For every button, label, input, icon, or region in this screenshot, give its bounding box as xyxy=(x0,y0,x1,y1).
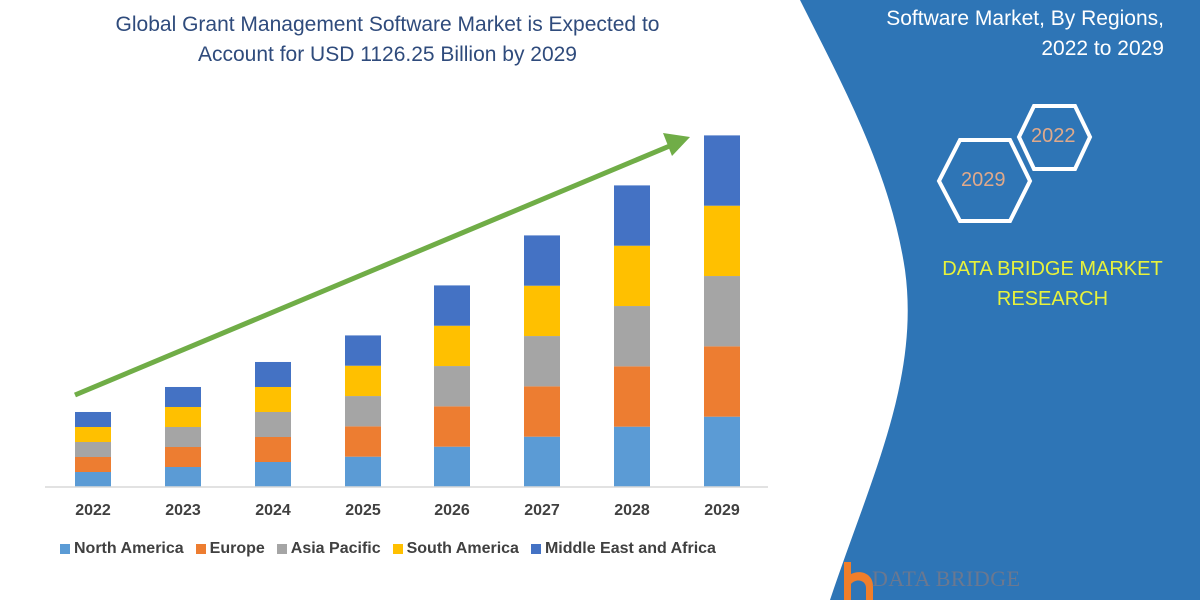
bar-segment-2029-south-america xyxy=(704,205,740,277)
bar-segment-2029-europe xyxy=(704,346,740,417)
logo-text: DATA BRIDGE xyxy=(872,566,1021,591)
legend-label: Middle East and Africa xyxy=(544,540,716,557)
brand-line-1: DATA BRIDGE MARKET xyxy=(942,258,1163,280)
x-tick-label: 2026 xyxy=(434,502,470,519)
x-tick-label: 2022 xyxy=(75,502,111,519)
bar-segment-2027-north-america xyxy=(524,436,560,487)
bar-segment-2025-south-america xyxy=(345,365,381,397)
hexagon-2029 xyxy=(936,138,1033,223)
bar-segment-2026-north-america xyxy=(434,446,470,487)
legend-item: Middle East and Africa xyxy=(530,540,716,558)
bar-segment-2028-south-america xyxy=(614,245,650,307)
bar-segment-2022-europe xyxy=(75,456,111,472)
chart-title: Global Grant Management Software Market … xyxy=(40,10,735,70)
bar-segment-2027-middle-east-and-africa xyxy=(524,235,560,286)
legend-swatch xyxy=(392,544,403,554)
bar-segment-2029-asia-pacific xyxy=(704,276,740,347)
x-tick-label: 2024 xyxy=(255,502,291,519)
bar-segment-2024-south-america xyxy=(255,386,291,412)
bar-segment-2026-asia-pacific xyxy=(434,366,470,407)
bar-segment-2028-middle-east-and-africa xyxy=(614,185,650,246)
bar-segment-2025-asia-pacific xyxy=(345,396,381,427)
logo-b-icon xyxy=(844,562,873,600)
bar-segment-2024-europe xyxy=(255,436,291,462)
legend-item: North America xyxy=(60,540,184,558)
x-tick-label: 2025 xyxy=(345,502,381,519)
trend-arrow-head xyxy=(663,133,690,156)
bar-segment-2027-asia-pacific xyxy=(524,336,560,387)
bar-segment-2022-middle-east-and-africa xyxy=(75,411,111,427)
legend-item: South America xyxy=(392,540,519,558)
stacked-bar-chart xyxy=(75,135,740,487)
bar-segment-2028-europe xyxy=(614,366,650,427)
bar-segment-2023-middle-east-and-africa xyxy=(165,386,201,407)
hexagon-label-2022: 2022 xyxy=(1031,125,1076,147)
legend-item: Asia Pacific xyxy=(276,540,381,558)
legend-swatch xyxy=(276,544,287,554)
legend-swatch xyxy=(60,544,70,554)
trend-arrow xyxy=(74,142,673,398)
bar-segment-2027-europe xyxy=(524,386,560,437)
bar-segment-2024-asia-pacific xyxy=(255,411,291,437)
bar-segment-2026-middle-east-and-africa xyxy=(434,285,470,326)
bar-segment-2023-south-america xyxy=(165,406,201,427)
bar-segment-2026-south-america xyxy=(434,325,470,367)
bar-segment-2029-middle-east-and-africa xyxy=(704,135,740,206)
bar-segment-2028-asia-pacific xyxy=(614,306,650,367)
legend-item: Europe xyxy=(195,540,265,558)
brand-line-2: RESEARCH xyxy=(996,288,1109,310)
x-tick-label: 2028 xyxy=(614,502,650,519)
bar-segment-2029-north-america xyxy=(704,416,740,487)
bar-segment-2023-europe xyxy=(165,446,201,467)
legend-label: North America xyxy=(74,540,184,557)
legend-label: Europe xyxy=(209,540,265,557)
title-line-1: Global Grant Management Software Market … xyxy=(115,13,660,36)
bar-segment-2025-north-america xyxy=(345,456,381,487)
bar-segment-2025-europe xyxy=(345,426,381,457)
x-tick-label: 2027 xyxy=(524,502,560,519)
legend: North America Europe Asia Pacific South Ame… xyxy=(60,540,716,558)
bar-segment-2027-south-america xyxy=(524,285,560,337)
bar-segment-2022-south-america xyxy=(75,426,111,442)
legend-label: South America xyxy=(406,540,519,557)
bar-segment-2024-north-america xyxy=(255,461,291,487)
legend-swatch xyxy=(530,544,541,554)
legend-swatch xyxy=(195,544,206,554)
legend-label: Asia Pacific xyxy=(290,540,381,557)
bar-segment-2023-asia-pacific xyxy=(165,426,201,447)
x-tick-label: 2029 xyxy=(704,502,740,519)
side-panel xyxy=(800,0,1200,600)
hexagon-2022 xyxy=(1016,104,1093,171)
bar-segment-2026-europe xyxy=(434,406,470,447)
hexagon-label-2029: 2029 xyxy=(961,169,1006,191)
bar-segment-2023-north-america xyxy=(165,466,201,487)
bar-segment-2028-north-america xyxy=(614,426,650,487)
side-title-line-2: 2022 to 2029 xyxy=(1041,37,1164,60)
bar-segment-2024-middle-east-and-africa xyxy=(255,361,291,387)
side-panel-title: Software Market, By Regions, 2022 to 202… xyxy=(886,4,1164,64)
bar-segment-2025-middle-east-and-africa xyxy=(345,335,381,366)
title-line-2: Account for USD 1126.25 Billion by 2029 xyxy=(197,43,577,66)
x-tick-label: 2023 xyxy=(165,502,201,519)
bar-segment-2022-asia-pacific xyxy=(75,441,111,457)
brand-text: DATA BRIDGE MARKET RESEARCH xyxy=(925,254,1180,314)
side-title-line-1: Software Market, By Regions, xyxy=(886,7,1164,30)
bar-segment-2022-north-america xyxy=(75,471,111,487)
